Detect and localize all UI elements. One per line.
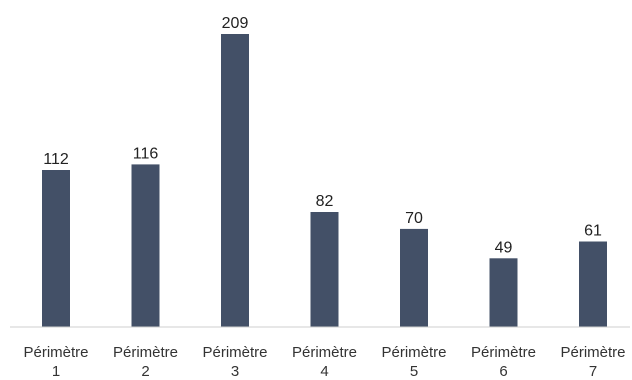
value-label-1: 112: [43, 151, 69, 168]
x-tick-label-line: Périmètre: [381, 344, 446, 361]
x-tick-label-4: Périmètre 4: [292, 344, 357, 380]
x-tick-label-line: 6: [499, 363, 507, 380]
value-label-4: 82: [316, 193, 334, 210]
bar-1: [42, 170, 70, 327]
bar-5: [400, 228, 428, 327]
x-tick-label-line: 5: [410, 363, 418, 380]
x-tick-label-line: Périmètre: [202, 344, 267, 361]
bar-7: [579, 241, 607, 327]
x-tick-label-line: 4: [320, 363, 328, 380]
x-tick-label-line: Périmètre: [471, 344, 536, 361]
value-label-2: 116: [133, 145, 159, 162]
x-tick-label-6: Périmètre 6: [471, 344, 536, 380]
x-tick-label-line: 2: [141, 363, 149, 380]
x-tick-label-line: 7: [589, 363, 597, 380]
bar-4: [310, 212, 339, 327]
value-labels-group: 112 116 209 82 70 49 61: [43, 15, 602, 256]
x-tick-label-line: Périmètre: [292, 344, 357, 361]
bar-2: [131, 164, 160, 327]
x-tick-label-line: Périmètre: [560, 344, 625, 361]
value-label-6: 49: [495, 239, 513, 256]
bar-6: [489, 258, 518, 327]
x-tick-label-5: Périmètre 5: [381, 344, 446, 380]
bar-3: [221, 34, 249, 327]
x-tick-label-line: Périmètre: [23, 344, 88, 361]
value-label-7: 61: [584, 223, 602, 240]
x-tick-label-3: Périmètre 3: [202, 344, 267, 380]
x-tick-labels-group: Périmètre 1 Périmètre 2 Périmètre 3 Périmètre 4…: [23, 344, 625, 380]
x-tick-label-line: 1: [52, 363, 60, 380]
x-tick-label-7: Périmètre 7: [560, 344, 625, 380]
x-tick-label-line: 3: [231, 363, 239, 380]
value-label-5: 70: [405, 210, 423, 227]
value-label-3: 209: [222, 15, 249, 32]
x-tick-label-1: Périmètre 1: [23, 344, 88, 380]
x-tick-label-2: Périmètre 2: [113, 344, 178, 380]
bars-group: [42, 34, 607, 327]
x-tick-label-line: Périmètre: [113, 344, 178, 361]
